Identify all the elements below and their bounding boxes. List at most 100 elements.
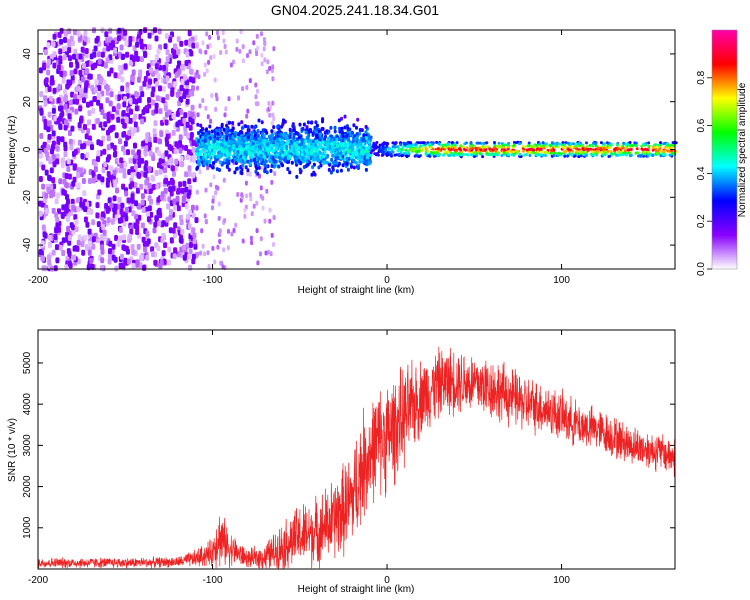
heatmap-cell [478,141,482,145]
heatmap-cell [212,174,216,180]
heatmap-cell [196,112,200,118]
heatmap-cell [361,137,365,142]
heatmap-cell [276,130,280,135]
heatmap-cell [244,145,248,150]
heatmap-cell [146,216,151,223]
heatmap-cell [53,115,58,122]
heatmap-cell [634,141,638,145]
heatmap-cell [220,124,224,129]
heatmap-cell [256,129,260,133]
heatmap-cell [596,149,600,153]
heatmap-cell [47,234,52,241]
heatmap-cell [252,203,256,209]
heatmap-cell [195,189,199,195]
heatmap-cell [72,245,77,252]
heatmap-cell [46,186,51,193]
heatmap-cell [142,264,147,271]
heatmap-cell [105,37,110,44]
heatmap-cell [285,135,289,140]
heatmap-cell [442,153,446,157]
heatmap-cell [111,106,116,113]
heatmap-cell [60,213,65,219]
heatmap-cell [228,120,231,125]
heatmap-cell [400,147,404,151]
heatmap-cell [369,153,373,158]
heatmap-cell [302,144,306,149]
heatmap-cell [409,141,413,145]
heatmap-cell [208,124,212,129]
heatmap-cell [635,147,639,151]
heatmap-cell [589,147,593,151]
heatmap-cell [128,117,133,124]
heatmap-cell [143,171,148,178]
heatmap-cell [122,101,127,108]
heatmap-cell [315,123,319,128]
heatmap-cell [135,41,140,48]
heatmap-cell [134,105,139,112]
heatmap-cell [229,62,233,68]
heatmap-cell [305,125,309,130]
heatmap-cell [631,144,635,148]
heatmap-cell [252,147,256,152]
heatmap-cell [168,209,173,215]
heatmap-cell [328,162,332,167]
heatmap-cell [176,36,181,43]
heatmap-cell [53,265,58,272]
heatmap-cell [171,185,176,192]
heatmap-cell [117,64,122,71]
heatmap-cell [237,95,240,101]
heatmap-cell [524,153,528,156]
heatmap-cell [68,138,73,145]
heatmap-cell [145,230,150,237]
heatmap-cell [260,165,264,171]
heatmap-cell [341,134,345,139]
heatmap-cell [80,241,85,248]
heatmap-cell [176,187,181,194]
heatmap-cell [202,161,206,166]
heatmap-cell [157,150,162,157]
heatmap-cell [273,171,277,177]
heatmap-cell [152,227,157,234]
heatmap-cell [233,157,237,162]
heatmap-cell [204,187,208,193]
heatmap-cell [91,63,96,70]
heatmap-cell [199,123,203,128]
heatmap-x-tick-label: 100 [553,275,570,286]
heatmap-cell [82,97,86,104]
heatmap-cell [555,142,559,146]
heatmap-cell [121,244,126,251]
heatmap-cell [191,85,195,92]
heatmap-cell [488,147,492,151]
heatmap-cell [602,146,606,150]
heatmap-cell [249,196,253,202]
heatmap-cell [62,70,67,77]
snr-x-axis-label: Height of straight line (km) [298,584,415,595]
heatmap-cell [106,135,111,142]
heatmap-cell [254,82,258,88]
heatmap-cell [199,250,203,256]
heatmap-cell [63,37,67,43]
heatmap-cell [39,133,44,139]
heatmap-cell [260,61,264,67]
heatmap-cell [179,252,184,259]
heatmap-cell [186,192,191,199]
heatmap-cell [64,173,69,179]
heatmap-cell [427,154,431,158]
heatmap-cell [117,94,122,101]
heatmap-cell [223,141,227,146]
heatmap-cell [41,164,46,171]
heatmap-cell [66,198,70,205]
heatmap-cell [59,38,64,45]
heatmap-cell [310,120,314,125]
snr-y-tick-label: 4000 [22,393,33,416]
heatmap-cell [87,240,92,247]
heatmap-cell [123,29,128,36]
heatmap-cell [535,153,539,157]
heatmap-cell [67,260,72,267]
heatmap-cell [201,98,205,103]
heatmap-cell [327,167,331,172]
heatmap-cell [257,118,261,123]
heatmap-cell [321,117,325,122]
heatmap-cell [67,28,72,35]
heatmap-cell [253,133,257,138]
